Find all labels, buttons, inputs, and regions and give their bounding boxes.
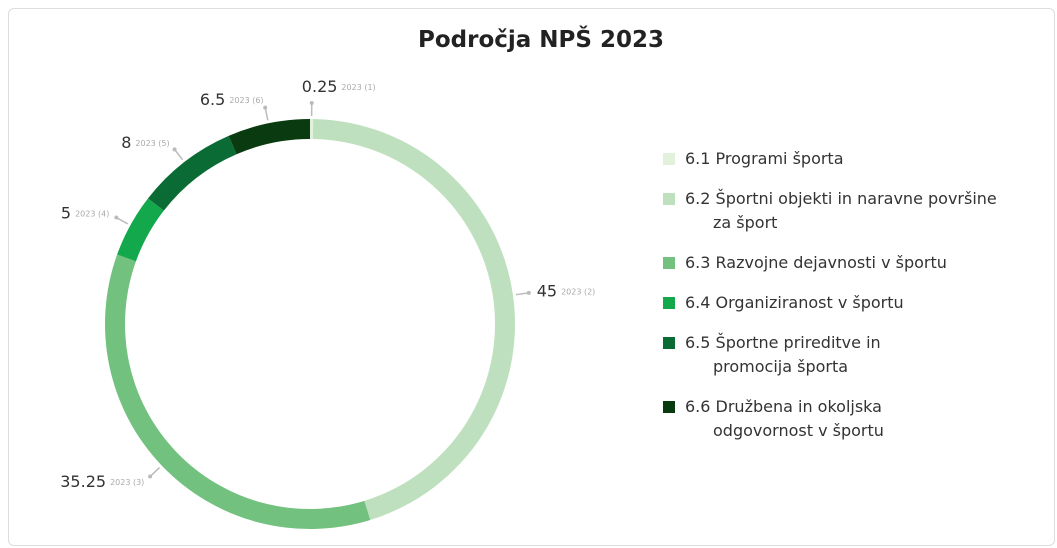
data-label-value: 0.25 xyxy=(302,77,338,96)
chart: Področja NPŠ 2023 0.25 2023 (1) 45 2023 (2)… xyxy=(60,25,664,529)
data-label-series: 2023 (6) xyxy=(229,95,263,104)
legend-item: 6.3 Razvojne dejavnosti v športu xyxy=(663,251,1033,275)
data-label: 0.25 2023 (1) xyxy=(302,77,376,96)
data-label-series: 2023 (5) xyxy=(135,139,169,148)
data-label-value: 8 xyxy=(121,133,131,152)
legend-swatch xyxy=(663,153,675,165)
leader-dot xyxy=(148,474,153,479)
data-label-value: 6.5 xyxy=(200,89,225,108)
donut-segment xyxy=(310,119,314,140)
legend-item: 6.6 Družbena in okoljska odgovornost v š… xyxy=(663,395,1033,443)
leader-line xyxy=(115,216,129,225)
data-label-series: 2023 (1) xyxy=(341,83,375,92)
legend-swatch xyxy=(663,257,675,269)
donut-segment xyxy=(117,198,164,262)
leader-line xyxy=(173,148,184,161)
leader-dot xyxy=(263,105,268,110)
chart-card: Področja NPŠ 2023 0.25 2023 (1) 45 2023 (2)… xyxy=(8,8,1055,546)
legend-label: 6.3 Razvojne dejavnosti v športu xyxy=(685,253,947,272)
data-label: 6.5 2023 (6) xyxy=(200,89,264,108)
leader-dot xyxy=(114,215,119,220)
legend-label: 6.6 Družbena in okoljska odgovornost v š… xyxy=(685,397,884,440)
data-label: 35.25 2023 (3) xyxy=(60,472,144,491)
chart-title: Področja NPŠ 2023 xyxy=(418,25,664,53)
legend-label: 6.5 Športne prireditve in promocija špor… xyxy=(685,333,881,376)
legend-swatch xyxy=(663,401,675,413)
legend-label: 6.4 Organiziranost v športu xyxy=(685,293,904,312)
legend-label: 6.1 Programi športa xyxy=(685,149,844,168)
leader-line xyxy=(264,107,269,121)
legend-label: 6.2 Športni objekti in naravne površine … xyxy=(685,189,997,232)
data-label: 8 2023 (5) xyxy=(121,133,169,152)
donut-segment xyxy=(105,254,371,529)
data-label-value: 5 xyxy=(61,203,71,222)
legend-swatch xyxy=(663,337,675,349)
legend-item: 6.4 Organiziranost v športu xyxy=(663,291,1033,315)
data-label: 45 2023 (2) xyxy=(537,281,596,300)
data-label-series: 2023 (2) xyxy=(561,287,595,296)
donut-segment xyxy=(148,135,237,211)
legend-item: 6.1 Programi športa xyxy=(663,147,1033,171)
leader-dot xyxy=(172,147,177,152)
data-label-series: 2023 (4) xyxy=(75,209,109,218)
leader-line xyxy=(515,292,529,296)
data-label-series: 2023 (3) xyxy=(110,478,144,487)
legend: 6.1 Programi športa 6.2 Športni objekti i… xyxy=(663,147,1033,459)
legend-swatch xyxy=(663,193,675,205)
donut-segment xyxy=(312,119,515,520)
legend-item: 6.5 Športne prireditve in promocija špor… xyxy=(663,331,1033,379)
donut-segment xyxy=(228,119,310,155)
leader-dot xyxy=(309,101,314,106)
leader-line xyxy=(149,467,161,478)
legend-swatch xyxy=(663,297,675,309)
data-label: 5 2023 (4) xyxy=(61,203,109,222)
data-label-value: 35.25 xyxy=(60,472,106,491)
leader-dot xyxy=(526,290,531,295)
data-label-value: 45 xyxy=(537,281,557,300)
legend-item: 6.2 Športni objekti in naravne površine … xyxy=(663,187,1033,235)
